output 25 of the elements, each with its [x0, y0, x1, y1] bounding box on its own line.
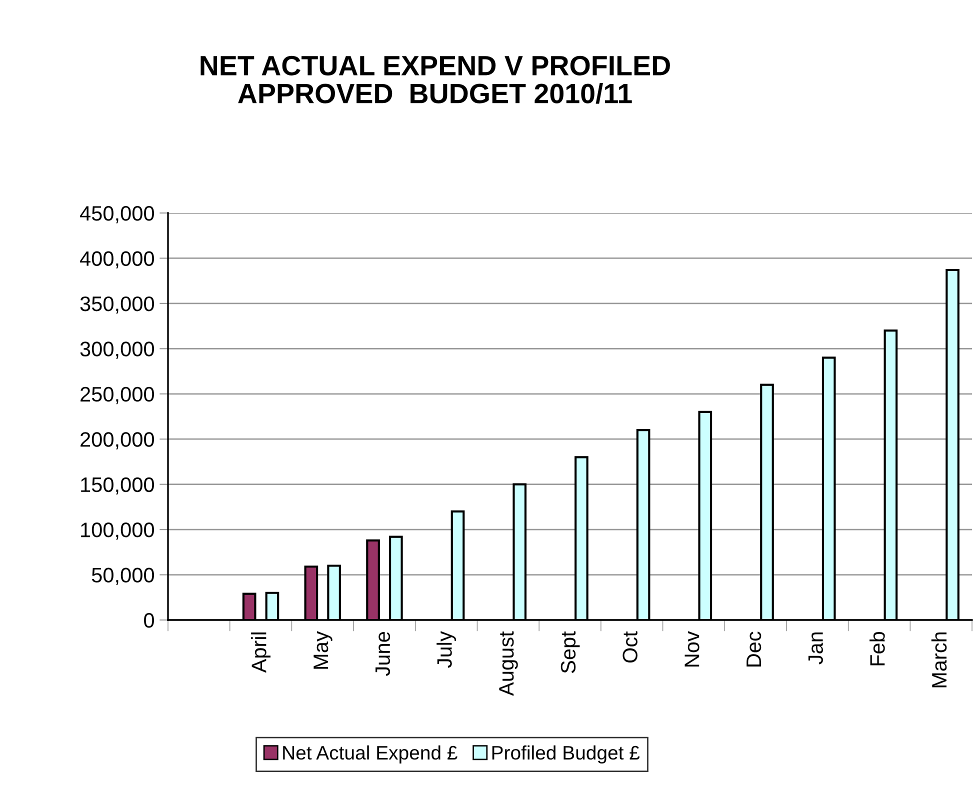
y-tick-label: 200,000 — [80, 432, 154, 450]
x-tick-label: June — [376, 632, 390, 676]
y-tick-label: 250,000 — [80, 386, 154, 404]
x-tick-label: Nov — [684, 631, 700, 666]
y-tick-label: 300,000 — [80, 342, 154, 359]
x-tick-label: Oct — [622, 631, 638, 663]
x-tick-label: August — [499, 631, 518, 696]
x-tick-label: Sept — [560, 631, 580, 674]
legend-label: Net Actual Expend £ — [283, 745, 458, 764]
y-tick-label: 450,000 — [80, 206, 154, 224]
x-tick-label: March — [931, 632, 947, 688]
x-tick-label: April — [251, 632, 270, 673]
y-tick-label: 350,000 — [80, 296, 154, 314]
chart-title: NET ACTUAL EXPEND V PROFILED APPROVED BUDGET 2010/11 — [200, 56, 670, 104]
x-tick-label: Jan — [808, 632, 823, 664]
x-tick-label: May — [314, 631, 332, 669]
x-tick-label: Dec — [746, 632, 762, 666]
x-tick-label: Feb — [870, 632, 885, 666]
y-tick-label: 0 — [144, 613, 154, 628]
y-tick-label: 400,000 — [80, 251, 154, 268]
y-tick-label: 150,000 — [81, 477, 154, 495]
x-tick-label: July — [436, 631, 456, 668]
y-tick-label: 50,000 — [92, 568, 154, 585]
legend-label: Profiled Budget £ — [492, 745, 640, 764]
y-tick-label: 100,000 — [81, 522, 154, 540]
